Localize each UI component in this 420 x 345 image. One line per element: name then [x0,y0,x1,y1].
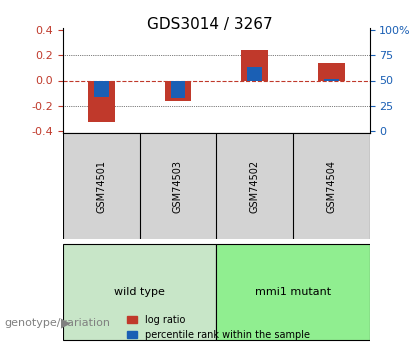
Bar [241,50,268,80]
Text: GSM74502: GSM74502 [249,160,260,213]
Text: wild type: wild type [114,287,165,297]
Bar [171,80,185,98]
Bar [318,63,345,80]
Text: GSM74501: GSM74501 [96,160,106,213]
Bar [94,80,109,97]
FancyBboxPatch shape [63,245,216,340]
Bar [247,67,262,80]
Legend: log ratio, percentile rank within the sample: log ratio, percentile rank within the sa… [123,311,314,344]
Text: GSM74504: GSM74504 [326,160,336,213]
FancyBboxPatch shape [216,245,370,340]
Text: genotype/variation: genotype/variation [4,318,110,327]
Text: mmi1 mutant: mmi1 mutant [255,287,331,297]
Text: GSM74503: GSM74503 [173,160,183,213]
Bar [88,80,115,122]
Text: ▶: ▶ [61,316,71,329]
Text: GDS3014 / 3267: GDS3014 / 3267 [147,17,273,32]
Bar [324,79,339,80]
Bar [165,80,192,101]
